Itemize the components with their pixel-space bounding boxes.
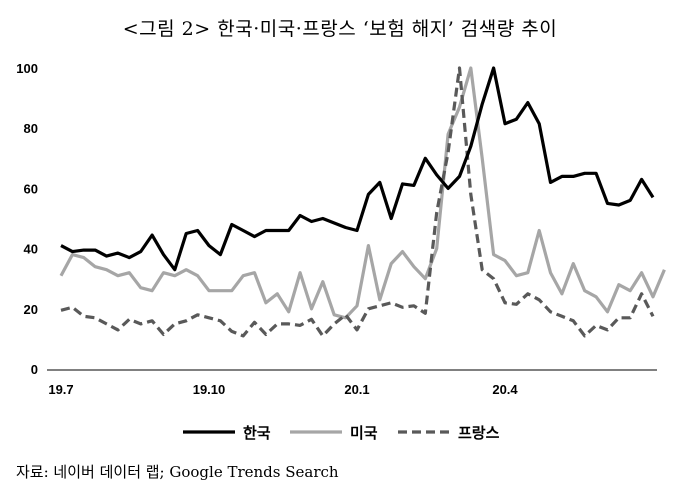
y-tick-label: 0	[31, 362, 38, 377]
chart-title: <그림 2> 한국·미국·프랑스 ‘보험 해지’ 검색량 추이	[122, 18, 558, 40]
legend-label: 한국	[243, 424, 271, 442]
series-line-1	[59, 66, 666, 320]
y-tick-label: 60	[24, 181, 38, 196]
legend-label: 프랑스	[458, 424, 500, 442]
legend: 한국 미국 프랑스	[183, 424, 500, 442]
series-line-2	[60, 66, 655, 338]
legend-label: 미국	[350, 424, 378, 442]
y-tick-label: 80	[24, 121, 38, 136]
x-tick-label: 20.1	[344, 382, 369, 397]
source-note: 자료: 네이버 데이터 랩; Google Trends Search	[16, 463, 339, 481]
x-tick-label: 20.4	[492, 382, 518, 397]
x-axis-ticks: 19.7 19.10 20.1 20.4	[48, 382, 518, 397]
y-tick-label: 40	[24, 242, 38, 257]
y-tick-label: 20	[24, 302, 38, 317]
series-lines	[59, 66, 666, 338]
y-axis-ticks: 0 20 40 60 80 100	[16, 61, 38, 377]
x-tick-label: 19.7	[48, 382, 73, 397]
x-tick-label: 19.10	[193, 382, 226, 397]
y-tick-label: 100	[16, 61, 38, 76]
series-line-0	[60, 66, 655, 272]
